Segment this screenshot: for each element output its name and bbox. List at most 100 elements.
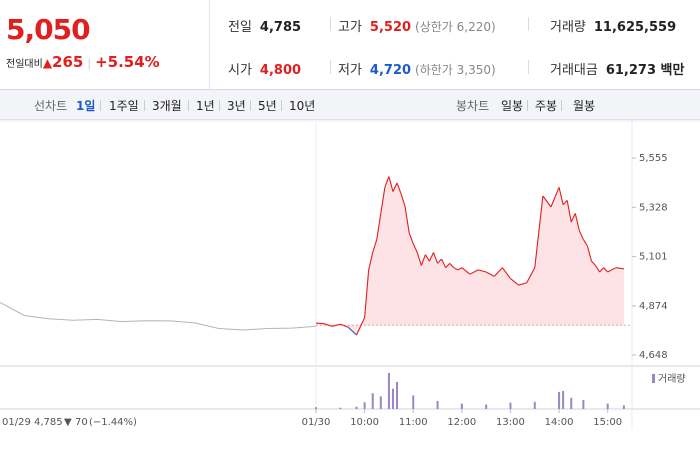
price-area	[316, 176, 632, 335]
volume-bar	[570, 397, 573, 409]
volume-bar	[363, 402, 366, 409]
high-value: 5,520	[369, 20, 412, 35]
volume-bar	[379, 396, 382, 409]
price-segment	[424, 254, 430, 262]
period-1d[interactable]: 1일	[76, 99, 96, 113]
price-segment	[493, 267, 503, 277]
price-segment	[599, 267, 605, 273]
x-tick-label: 13:00	[496, 417, 525, 428]
volume-bar	[391, 388, 394, 409]
price-segment	[461, 267, 471, 275]
x-axis: 01/30 10:00 11:00 12:00 13:00 14:00 15:00	[302, 409, 622, 428]
volume-bar	[509, 402, 512, 409]
price-segment	[340, 323, 349, 328]
price-segment	[376, 213, 382, 240]
volume-bar	[387, 373, 390, 409]
period-3m[interactable]: 3개월	[152, 99, 182, 113]
volume-bar	[315, 407, 317, 409]
price-segment	[526, 267, 536, 284]
y-tick-label: 5,101	[639, 252, 668, 263]
period-divider	[188, 100, 189, 111]
price-segment	[356, 317, 366, 336]
price-segment	[348, 327, 357, 336]
volume-cell: 거래량 11,625,559	[550, 16, 676, 35]
price-segment	[534, 195, 544, 268]
prev-close-label: 전일	[228, 20, 252, 35]
period-bar: 선차트 1일 1주일 3개월 1년 3년 5년 10년 봉차트 일봉 주봉 월봉	[0, 90, 700, 120]
candle-weekly[interactable]: 주봉	[535, 99, 558, 113]
period-divider	[527, 100, 528, 111]
stats-divider	[528, 60, 529, 74]
price-segment	[485, 271, 495, 277]
price-segment	[510, 278, 519, 286]
volume-label: 거래량	[550, 20, 586, 35]
change-row: 전일대비▲265 | +5.54%	[6, 53, 160, 71]
price-segment	[364, 269, 370, 318]
period-divider	[100, 100, 101, 111]
y-tick-label: 4,874	[639, 301, 668, 312]
volume-bar	[533, 401, 536, 409]
volume-value: 11,625,559	[593, 20, 677, 35]
period-divider	[219, 100, 220, 111]
price-segment	[550, 187, 560, 208]
period-1y[interactable]: 1년	[196, 99, 215, 113]
price-segment	[578, 230, 584, 240]
price-segment	[542, 195, 552, 208]
price-segment	[445, 262, 451, 269]
x-tick-label: 15:00	[593, 417, 622, 428]
y-tick-label: 5,328	[639, 202, 668, 213]
footer-arrow: ▼	[64, 417, 72, 428]
upper-limit: (상한가 6,220)	[415, 20, 496, 34]
current-price: 5,050	[6, 13, 91, 46]
price-segment	[457, 267, 463, 271]
low-value: 4,720	[369, 63, 412, 78]
price-segment	[558, 187, 564, 205]
price-segment	[607, 267, 617, 273]
change-value: 265	[52, 53, 84, 71]
x-tick-label: 10:00	[350, 417, 379, 428]
chart-grid	[0, 120, 700, 430]
price-segment	[428, 252, 434, 262]
price-segment	[315, 322, 325, 325]
footer-date: 01/29	[2, 417, 31, 428]
price-segment	[380, 187, 386, 214]
price-segment	[441, 258, 447, 268]
stock-header: 5,050 전일대비▲265 | +5.54% 전일 4,785 고가 5,520 (상한…	[0, 0, 700, 90]
stats-divider	[330, 17, 331, 31]
price-segment	[408, 232, 414, 244]
high-label: 고가	[338, 20, 362, 35]
volume-bar	[582, 400, 585, 409]
high-cell: 고가 5,520 (상한가 6,220)	[338, 16, 496, 35]
price-segment	[384, 176, 390, 188]
period-5y[interactable]: 5년	[258, 99, 277, 113]
volume-legend-label: 거래량	[658, 373, 686, 385]
price-segment	[412, 243, 418, 253]
x-tick-label: 12:00	[447, 417, 476, 428]
price-segment	[562, 199, 568, 206]
candle-daily[interactable]: 일봉	[501, 99, 524, 113]
price-segment	[416, 252, 422, 266]
low-cell: 저가 4,720 (하한가 3,350)	[338, 59, 496, 78]
y-tick-label: 5,555	[639, 153, 668, 164]
gain-fill	[316, 176, 624, 335]
price-segment	[392, 182, 398, 192]
candle-monthly[interactable]: 월봉	[573, 99, 596, 113]
y-axis: 5,555 5,328 5,101 4,874 4,648	[632, 153, 668, 361]
price-segment	[432, 252, 439, 264]
period-3y[interactable]: 3년	[227, 99, 246, 113]
period-divider	[281, 100, 282, 111]
price-segment	[615, 267, 624, 270]
footer-pct: (−1.44%)	[89, 417, 137, 428]
x-tick-label: 14:00	[545, 417, 574, 428]
volume-bar	[371, 393, 374, 409]
trade-value-value: 61,273 백만	[605, 63, 685, 78]
volume-panel: 거래량	[315, 373, 686, 409]
prev-day-series	[0, 301, 317, 331]
trade-value-label: 거래대금	[550, 63, 598, 78]
price-segment	[477, 269, 487, 273]
period-1w[interactable]: 1주일	[109, 99, 139, 113]
price-segment	[582, 239, 588, 247]
footer-price: 4,785	[34, 417, 63, 428]
period-divider	[250, 100, 251, 111]
period-10y[interactable]: 10년	[289, 99, 316, 113]
